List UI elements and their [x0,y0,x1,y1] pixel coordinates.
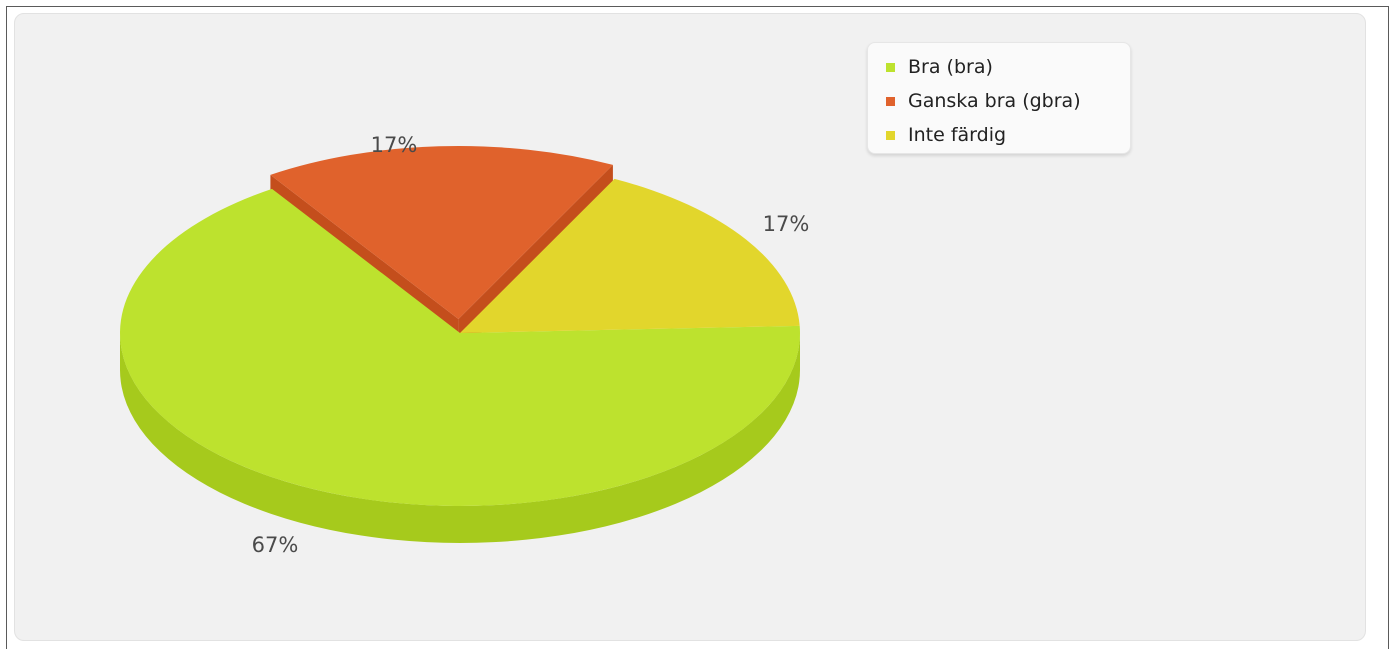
legend-swatch-ganska-bra [886,96,895,106]
legend: Bra (bra) Ganska bra (gbra) Inte färdig [867,42,1131,154]
legend-item-bra[interactable]: Bra (bra) [886,50,1130,84]
legend-label-bra: Bra (bra) [908,56,993,78]
pie-slice-bra[interactable] [120,188,801,506]
legend-swatch-bra [886,62,895,72]
pie-slice-ganska-bra[interactable] [270,146,613,320]
legend-label-inte-fardig: Inte färdig [908,124,1007,146]
legend-item-ganska-bra[interactable]: Ganska bra (gbra) [886,84,1130,118]
pie-label-bra: 67% [252,533,299,557]
legend-label-ganska-bra: Ganska bra (gbra) [908,90,1081,112]
pie-slice-inte-fardig[interactable] [460,178,800,333]
legend-item-inte-fardig[interactable]: Inte färdig [886,118,1130,152]
pie-slices [120,146,801,506]
pie-side-bra [120,333,800,543]
pie-labels: 67% 17% 17% [252,133,810,557]
legend-swatch-inte-fardig [886,130,895,140]
pie-label-inte-fardig: 17% [763,212,810,236]
pie-label-ganska-bra: 17% [371,133,418,157]
